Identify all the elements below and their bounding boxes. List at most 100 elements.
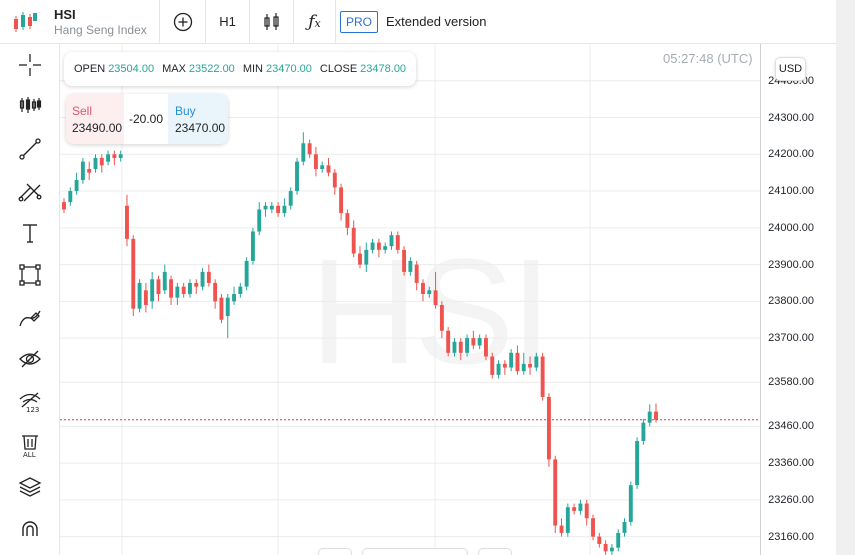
candle-body xyxy=(106,154,111,162)
y-tick-label: 23700.00 xyxy=(768,332,814,345)
crosshair-icon[interactable] xyxy=(0,44,60,86)
trendline-icon[interactable] xyxy=(0,128,60,170)
candle-body xyxy=(269,205,274,210)
candlestick-logo-icon xyxy=(0,0,50,44)
buy-button[interactable]: Buy 23470.00 xyxy=(168,94,228,144)
y-tick-label: 23460.00 xyxy=(768,420,814,433)
top-toolbar: HSI Hang Seng Index H1 ƒx PRO Extended v… xyxy=(0,0,836,44)
candle-body xyxy=(194,282,199,287)
candle-body xyxy=(584,503,589,519)
y-tick-label: 24100.00 xyxy=(768,185,814,198)
candle-body xyxy=(389,235,394,247)
y-tick-label: 24000.00 xyxy=(768,221,814,234)
candle-body xyxy=(326,165,331,173)
candle-body xyxy=(370,242,375,250)
open-label: OPEN xyxy=(74,63,106,75)
candle-body xyxy=(465,338,470,353)
candle-body xyxy=(68,191,73,203)
candle-body xyxy=(635,441,640,486)
candle-body xyxy=(383,246,388,250)
symbol-selector[interactable]: HSI Hang Seng Index xyxy=(50,0,160,44)
brush-icon[interactable] xyxy=(0,296,60,338)
buy-price: 23470.00 xyxy=(175,121,226,135)
zoom-out-control[interactable] xyxy=(318,548,352,555)
candle-body xyxy=(439,305,444,331)
sell-label: Sell xyxy=(72,104,93,118)
candle-body xyxy=(458,341,463,353)
add-compare-button[interactable] xyxy=(160,0,206,44)
extended-version-label: Extended version xyxy=(386,14,487,29)
spread-value: -20.00 xyxy=(128,112,164,126)
candle-body xyxy=(93,157,98,169)
scrollbar[interactable] xyxy=(836,0,855,555)
candle-body xyxy=(99,157,104,166)
candle-body xyxy=(345,213,350,228)
candle-body xyxy=(307,143,312,155)
candle-body xyxy=(597,536,602,544)
reset-control[interactable] xyxy=(478,548,512,555)
text-icon[interactable] xyxy=(0,212,60,254)
y-tick-label: 23580.00 xyxy=(768,376,814,389)
indicators-button[interactable]: ƒx xyxy=(294,0,336,44)
candle-body xyxy=(181,286,186,294)
y-tick-label: 23360.00 xyxy=(768,457,814,470)
delete-all-icon[interactable]: ALL xyxy=(0,424,60,466)
candle-body xyxy=(125,205,129,239)
extended-version-button[interactable]: PRO Extended version xyxy=(336,0,488,44)
magnet-icon[interactable] xyxy=(0,510,60,552)
candle-body xyxy=(188,282,192,294)
candle-body xyxy=(528,363,532,368)
max-label: MAX xyxy=(162,63,186,75)
candle-body xyxy=(206,271,211,283)
candle-body xyxy=(603,543,608,552)
open-value: 23504.00 xyxy=(108,63,155,75)
candle-body xyxy=(609,547,614,552)
candle-body xyxy=(137,282,142,309)
pitchfork-icon[interactable] xyxy=(0,170,60,212)
price-chart[interactable] xyxy=(60,44,760,555)
candle-body xyxy=(358,253,362,265)
currency-button[interactable]: USD xyxy=(775,57,806,81)
candle-body xyxy=(477,338,482,346)
chart-type-button[interactable] xyxy=(250,0,294,44)
hide-drawings-icon[interactable] xyxy=(0,338,60,380)
candle-body xyxy=(219,297,224,320)
symbol-name: HSI xyxy=(54,6,76,22)
candle-body xyxy=(332,172,337,188)
candle-body xyxy=(490,356,495,375)
candle-body xyxy=(540,356,545,397)
sell-price: 23490.00 xyxy=(72,121,123,135)
price-axis[interactable]: 23160.00 23260.00 23360.00 23460.00 23580.00… xyxy=(760,44,836,555)
candle-body xyxy=(175,286,180,298)
candle-body xyxy=(515,352,520,372)
candle-body xyxy=(313,154,318,169)
candles-icon[interactable] xyxy=(0,84,60,126)
candle-body xyxy=(156,279,161,294)
candle-body xyxy=(521,363,526,372)
symbol-description: Hang Seng Index xyxy=(54,22,147,37)
candle-body xyxy=(150,279,155,302)
candle-body xyxy=(244,260,249,287)
candle-body xyxy=(452,341,457,353)
rectangle-icon[interactable] xyxy=(0,254,60,296)
layers-icon[interactable] xyxy=(0,466,60,508)
plus-circle-icon xyxy=(173,12,192,31)
max-value: 23522.00 xyxy=(188,63,235,75)
candle-body xyxy=(421,282,425,294)
min-value: 23470.00 xyxy=(265,63,312,75)
y-tick-label: 24200.00 xyxy=(768,148,814,161)
navigation-control[interactable] xyxy=(362,548,468,555)
y-tick-label: 23160.00 xyxy=(768,530,814,543)
hide-labels-icon[interactable]: 123 xyxy=(0,380,60,422)
candle-body xyxy=(616,532,621,548)
candle-body xyxy=(628,485,633,522)
candle-body xyxy=(250,231,255,261)
candle-body xyxy=(118,154,123,158)
timeframe-button[interactable]: H1 xyxy=(206,0,250,44)
candle-body xyxy=(213,282,218,302)
candle-body xyxy=(591,518,595,537)
close-label: CLOSE xyxy=(319,63,358,75)
sell-button[interactable]: Sell 23490.00 xyxy=(66,94,124,144)
candle-body xyxy=(200,271,205,287)
ohlc-panel: OPEN 23504.00 MAX 23522.00 MIN 23470.00 … xyxy=(64,52,417,86)
